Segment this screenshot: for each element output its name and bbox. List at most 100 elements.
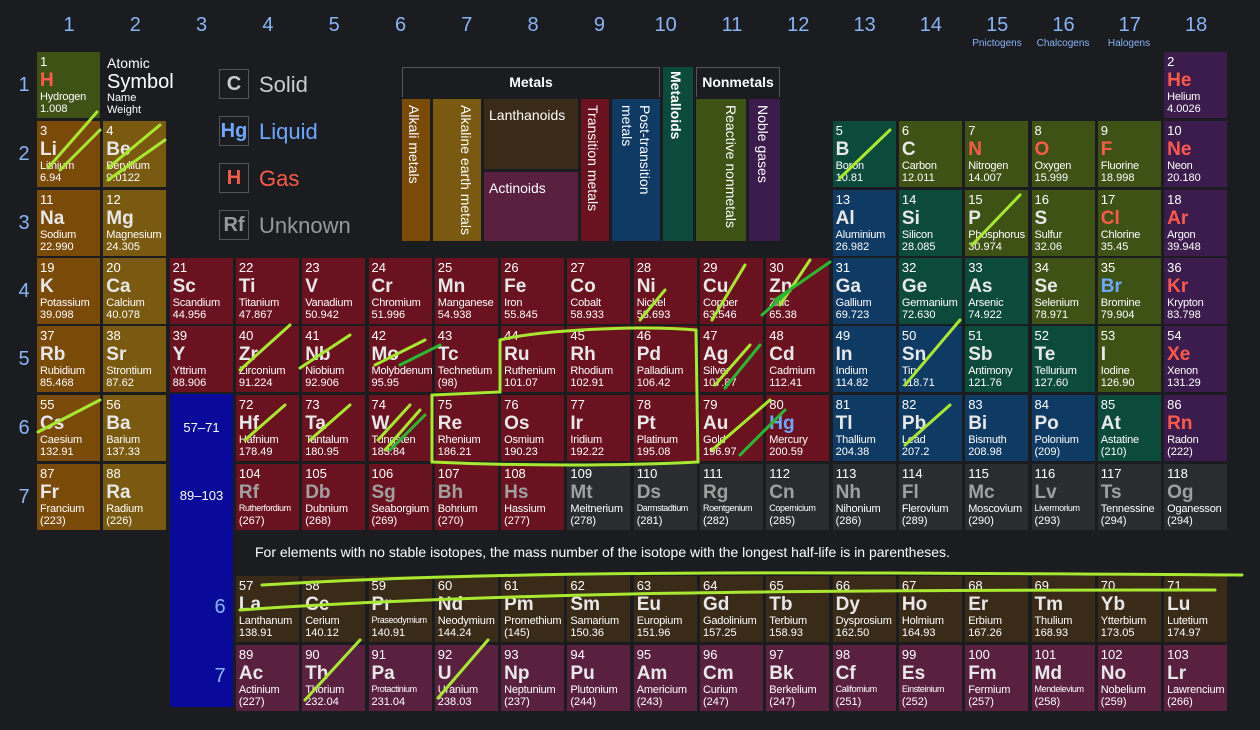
element-cell-cs[interactable]: 55 Cs Caesium 132.91 — [37, 395, 100, 461]
element-cell-v[interactable]: 23 V Vanadium 50.942 — [302, 258, 366, 324]
element-cell-ga[interactable]: 31 Ga Gallium 69.723 — [832, 258, 896, 324]
element-cell-bi[interactable]: 83 Bi Bismuth 208.98 — [965, 395, 1029, 461]
element-cell-li[interactable]: 3 Li Lithium 6.94 — [37, 121, 100, 187]
element-cell-ce[interactable]: 58 Ce Cerium 140.12 — [302, 576, 366, 642]
element-cell-rf[interactable]: 104 Rf Rutherfordium (267) — [235, 464, 299, 530]
element-cell-ac[interactable]: 89 Ac Actinium (227) — [235, 645, 299, 711]
element-cell-hg[interactable]: 80 Hg Mercury 200.59 — [766, 395, 830, 461]
element-cell-am[interactable]: 95 Am Americium (243) — [633, 645, 697, 711]
element-cell-pb[interactable]: 82 Pb Lead 207.2 — [898, 395, 962, 461]
element-cell-re[interactable]: 75 Re Rhenium 186.21 — [434, 395, 498, 461]
element-cell-ts[interactable]: 117 Ts Tennessine (294) — [1097, 464, 1161, 530]
element-cell-zn[interactable]: 30 Zn Zinc 65.38 — [766, 258, 830, 324]
element-cell-co[interactable]: 27 Co Cobalt 58.933 — [567, 258, 631, 324]
element-cell-hs[interactable]: 108 Hs Hassium (277) — [501, 464, 565, 530]
element-cell-bk[interactable]: 97 Bk Berkelium (247) — [766, 645, 830, 711]
element-cell-cr[interactable]: 24 Cr Chromium 51.996 — [368, 258, 432, 324]
element-cell-md[interactable]: 101 Md Mendelevium (258) — [1031, 645, 1095, 711]
element-cell-gd[interactable]: 64 Gd Gadolinium 157.25 — [700, 576, 763, 642]
element-cell-pd[interactable]: 46 Pd Palladium 106.42 — [633, 326, 697, 392]
element-cell-cf[interactable]: 98 Cf Californium (251) — [832, 645, 896, 711]
element-cell-ds[interactable]: 110 Ds Darmstadtium (281) — [633, 464, 697, 530]
element-cell-he[interactable]: 2 He Helium 4.0026 — [1164, 52, 1228, 118]
element-cell-sr[interactable]: 38 Sr Strontium 87.62 — [103, 326, 167, 392]
element-cell-pu[interactable]: 94 Pu Plutonium (244) — [567, 645, 631, 711]
element-cell-mg[interactable]: 12 Mg Magnesium 24.305 — [103, 190, 167, 256]
element-cell-ar[interactable]: 18 Ar Argon 39.948 — [1164, 190, 1228, 256]
element-cell-th[interactable]: 90 Th Thorium 232.04 — [302, 645, 366, 711]
element-cell-lr[interactable]: 103 Lr Lawrencium (266) — [1164, 645, 1228, 711]
element-cell-n[interactable]: 7 N Nitrogen 14.007 — [965, 121, 1029, 187]
element-cell-er[interactable]: 68 Er Erbium 167.26 — [965, 576, 1029, 642]
element-cell-s[interactable]: 16 S Sulfur 32.06 — [1031, 190, 1095, 256]
element-cell-in[interactable]: 49 In Indium 114.82 — [832, 326, 896, 392]
element-cell-lv[interactable]: 116 Lv Livermorium (293) — [1031, 464, 1095, 530]
element-cell-xe[interactable]: 54 Xe Xenon 131.29 — [1164, 326, 1228, 392]
element-cell-na[interactable]: 11 Na Sodium 22.990 — [37, 190, 100, 256]
element-cell-cn[interactable]: 112 Cn Copernicium (285) — [766, 464, 830, 530]
element-cell-ni[interactable]: 28 Ni Nickel 58.693 — [633, 258, 697, 324]
element-cell-pm[interactable]: 61 Pm Promethium (145) — [501, 576, 565, 642]
element-cell-sg[interactable]: 106 Sg Seaborgium (269) — [368, 464, 432, 530]
element-cell-w[interactable]: 74 W Tungsten 183.84 — [368, 395, 432, 461]
element-cell-f[interactable]: 9 F Fluorine 18.998 — [1097, 121, 1161, 187]
element-cell-as[interactable]: 33 As Arsenic 74.922 — [965, 258, 1029, 324]
element-cell-ba[interactable]: 56 Ba Barium 137.33 — [103, 395, 167, 461]
element-cell-ru[interactable]: 44 Ru Ruthenium 101.07 — [501, 326, 565, 392]
element-cell-ca[interactable]: 20 Ca Calcium 40.078 — [103, 258, 167, 324]
element-cell-kr[interactable]: 36 Kr Krypton 83.798 — [1164, 258, 1228, 324]
element-cell-lu[interactable]: 71 Lu Lutetium 174.97 — [1164, 576, 1228, 642]
element-cell-ge[interactable]: 32 Ge Germanium 72.630 — [898, 258, 962, 324]
element-cell-la[interactable]: 57 La Lanthanum 138.91 — [235, 576, 299, 642]
element-cell-og[interactable]: 118 Og Oganesson (294) — [1164, 464, 1228, 530]
element-cell-nd[interactable]: 60 Nd Neodymium 144.24 — [434, 576, 498, 642]
element-cell-sc[interactable]: 21 Sc Scandium 44.956 — [169, 258, 233, 324]
element-cell-cu[interactable]: 29 Cu Copper 63.546 — [700, 258, 763, 324]
element-cell-os[interactable]: 76 Os Osmium 190.23 — [501, 395, 565, 461]
element-cell-mo[interactable]: 42 Mo Molybdenum 95.95 — [368, 326, 432, 392]
element-cell-rn[interactable]: 86 Rn Radon (222) — [1164, 395, 1228, 461]
element-cell-dy[interactable]: 66 Dy Dysprosium 162.50 — [832, 576, 896, 642]
element-cell-au[interactable]: 79 Au Gold 196.97 — [700, 395, 763, 461]
element-cell-u[interactable]: 92 U Uranium 238.03 — [434, 645, 498, 711]
element-cell-at[interactable]: 85 At Astatine (210) — [1097, 395, 1161, 461]
element-cell-ta[interactable]: 73 Ta Tantalum 180.95 — [302, 395, 366, 461]
element-cell-mn[interactable]: 25 Mn Manganese 54.938 — [434, 258, 498, 324]
element-cell-cl[interactable]: 17 Cl Chlorine 35.45 — [1097, 190, 1161, 256]
element-cell-rh[interactable]: 45 Rh Rhodium 102.91 — [567, 326, 631, 392]
element-cell-yb[interactable]: 70 Yb Ytterbium 173.05 — [1097, 576, 1161, 642]
element-cell-ho[interactable]: 67 Ho Holmium 164.93 — [898, 576, 962, 642]
element-cell-mt[interactable]: 109 Mt Meitnerium (278) — [567, 464, 631, 530]
element-cell-no[interactable]: 102 No Nobelium (259) — [1097, 645, 1161, 711]
element-cell-p[interactable]: 15 P Phosphorus 30.974 — [965, 190, 1029, 256]
element-cell-fr[interactable]: 87 Fr Francium (223) — [37, 464, 100, 530]
element-cell-sn[interactable]: 50 Sn Tin 118.71 — [898, 326, 962, 392]
element-cell-pt[interactable]: 78 Pt Platinum 195.08 — [633, 395, 697, 461]
element-cell-sm[interactable]: 62 Sm Samarium 150.36 — [567, 576, 631, 642]
element-cell-rg[interactable]: 111 Rg Roentgenium (282) — [700, 464, 763, 530]
element-cell-h[interactable]: 1 H Hydrogen 1.008 — [37, 52, 100, 118]
element-cell-al[interactable]: 13 Al Aluminium 26.982 — [832, 190, 896, 256]
element-cell-fl[interactable]: 114 Fl Flerovium (289) — [898, 464, 962, 530]
element-cell-nb[interactable]: 41 Nb Niobium 92.906 — [302, 326, 366, 392]
element-cell-ag[interactable]: 47 Ag Silver 107.87 — [700, 326, 763, 392]
element-cell-o[interactable]: 8 O Oxygen 15.999 — [1031, 121, 1095, 187]
element-cell-fe[interactable]: 26 Fe Iron 55.845 — [501, 258, 565, 324]
element-cell-nh[interactable]: 113 Nh Nihonium (286) — [832, 464, 896, 530]
element-cell-cm[interactable]: 96 Cm Curium (247) — [700, 645, 763, 711]
element-cell-bh[interactable]: 107 Bh Bohrium (270) — [434, 464, 498, 530]
element-cell-k[interactable]: 19 K Potassium 39.098 — [37, 258, 100, 324]
element-cell-te[interactable]: 52 Te Tellurium 127.60 — [1031, 326, 1095, 392]
element-cell-tb[interactable]: 65 Tb Terbium 158.93 — [766, 576, 830, 642]
element-cell-se[interactable]: 34 Se Selenium 78.971 — [1031, 258, 1095, 324]
element-cell-pa[interactable]: 91 Pa Protactinium 231.04 — [368, 645, 432, 711]
element-cell-ti[interactable]: 22 Ti Titanium 47.867 — [235, 258, 299, 324]
element-cell-fm[interactable]: 100 Fm Fermium (257) — [965, 645, 1029, 711]
element-cell-y[interactable]: 39 Y Yttrium 88.906 — [169, 326, 233, 392]
element-cell-np[interactable]: 93 Np Neptunium (237) — [501, 645, 565, 711]
element-cell-es[interactable]: 99 Es Einsteinium (252) — [898, 645, 962, 711]
element-cell-c[interactable]: 6 C Carbon 12.011 — [898, 121, 962, 187]
element-cell-po[interactable]: 84 Po Polonium (209) — [1031, 395, 1095, 461]
element-cell-sb[interactable]: 51 Sb Antimony 121.76 — [965, 326, 1029, 392]
element-cell-ne[interactable]: 10 Ne Neon 20.180 — [1164, 121, 1228, 187]
